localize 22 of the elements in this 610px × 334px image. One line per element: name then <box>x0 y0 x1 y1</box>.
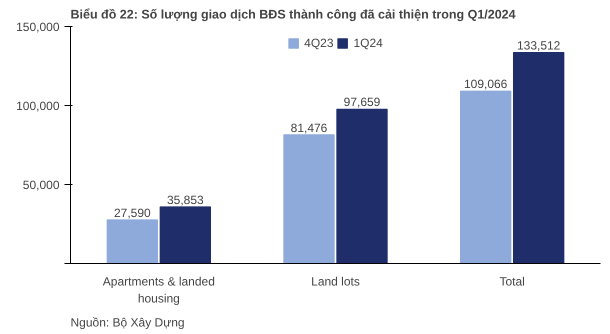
y-tick-label: 50,000 <box>22 178 60 192</box>
x-tick-label: Apartments & landed housing <box>102 274 215 306</box>
data-label: 27,590 <box>114 206 152 220</box>
data-label: 133,512 <box>516 38 561 53</box>
data-label: 109,066 <box>464 77 508 92</box>
chart-title: Biểu đồ 22: Số lượng giao dịch BĐS thành công đã cải thiện trong Q1/2024 <box>70 8 516 22</box>
legend-label: 4Q23 <box>304 36 334 50</box>
data-label: 81,476 <box>290 120 328 135</box>
bar <box>336 108 388 264</box>
y-tick-label: 100,000 <box>16 99 60 113</box>
data-label: 35,853 <box>166 192 204 207</box>
text: Nguồn: Bộ Xây Dựng <box>70 316 185 330</box>
bar <box>460 90 512 264</box>
legend-label: 1Q24 <box>354 36 383 50</box>
y-tick-label: 150,000 <box>16 20 60 34</box>
bar <box>512 52 564 264</box>
bar <box>283 134 335 264</box>
bar <box>160 206 212 264</box>
x-tick-label: Land lots <box>311 274 360 288</box>
x-tick-label: Total <box>499 274 525 288</box>
bar <box>106 219 158 264</box>
data-label: 97,659 <box>344 95 381 110</box>
